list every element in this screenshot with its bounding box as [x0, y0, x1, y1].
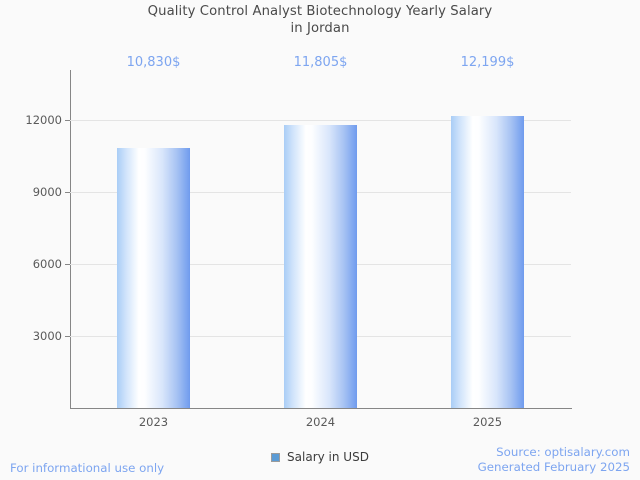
plot-area [65, 70, 571, 408]
x-axis-tick-label: 2023 [138, 415, 169, 429]
y-axis-tick-label: 9000 [32, 185, 62, 200]
y-axis-tick [65, 336, 70, 338]
y-axis-line [70, 70, 71, 409]
legend-label: Salary in USD [287, 450, 369, 464]
bar-value-label: 12,199$ [460, 55, 515, 70]
gridline [65, 120, 571, 122]
x-axis-line [70, 408, 572, 409]
y-axis-tick-labels: 3000 6000 9000 12000 [0, 70, 62, 408]
x-axis-tick-label: 2024 [305, 415, 336, 429]
x-axis-tick-label: 2025 [472, 415, 503, 429]
bar-value-label: 11,805$ [293, 55, 348, 70]
bar-value-label: 10,830$ [126, 55, 181, 70]
footer-generated-line: Generated February 2025 [477, 460, 630, 474]
footer-disclaimer: For informational use only [10, 461, 165, 475]
y-axis-tick [65, 192, 70, 194]
footer-source-line: Source: optisalary.com [496, 445, 630, 459]
y-axis-tick-label: 12000 [25, 113, 62, 128]
chart-title: Quality Control Analyst Biotechnology Ye… [147, 4, 493, 36]
y-axis-tick-label: 6000 [32, 257, 62, 272]
y-axis-tick [65, 120, 70, 122]
bar-2024[interactable] [284, 125, 357, 408]
y-axis-tick [65, 264, 70, 266]
y-axis-tick-label: 3000 [32, 329, 62, 344]
bar-2023[interactable] [117, 148, 190, 408]
footer-source: Source: optisalary.com Generated Februar… [478, 445, 630, 475]
bar-2025[interactable] [451, 115, 524, 408]
chart-legend: Salary in USD [0, 450, 640, 464]
legend-swatch-icon [271, 452, 281, 462]
